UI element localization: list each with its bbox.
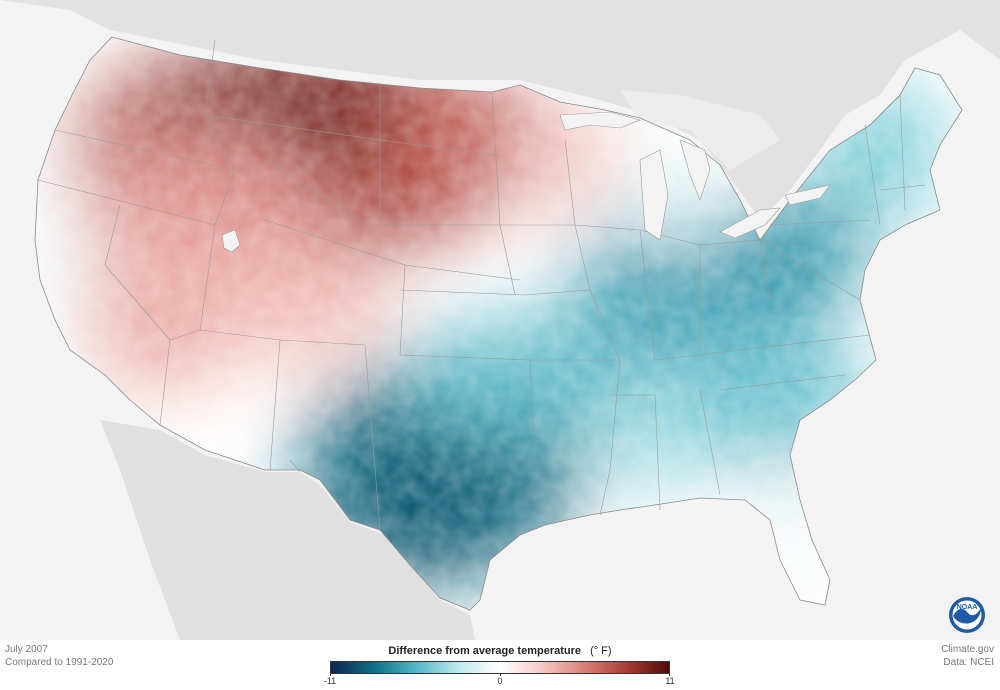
canada-landmass [0, 0, 1000, 220]
great-lakes [221, 111, 831, 253]
legend-tick-mark [330, 673, 331, 676]
legend-tick-label: 11 [665, 676, 675, 686]
legend-title: Difference from average temperature (° F… [330, 645, 670, 657]
map-footer: July 2007 Compared to 1991-2020 Differen… [0, 640, 1000, 690]
temperature-anomaly-map: NOAA [0, 0, 1000, 640]
period-month: July 2007 [5, 644, 48, 655]
legend-unit: (° F) [590, 645, 612, 657]
legend-tick-label: 0 [497, 676, 503, 686]
noaa-logo-text: NOAA [957, 604, 978, 611]
state-borders [37, 39, 926, 531]
credit-data: Data: NCEI [943, 657, 994, 668]
period-label: July 2007 Compared to 1991-2020 [5, 643, 113, 669]
noaa-logo: NOAA [949, 597, 985, 633]
credit-site: Climate.gov [941, 644, 994, 655]
mexico-landmass [100, 420, 475, 640]
legend-title-text: Difference from average temperature [388, 645, 581, 657]
baseline-label: Compared to 1991-2020 [5, 657, 114, 668]
legend-tick-mark [669, 673, 670, 676]
map-canvas: NOAA [0, 0, 1000, 640]
legend-tick-mark [500, 673, 501, 676]
legend-tick-label: -11 [323, 676, 337, 686]
credits: Climate.gov Data: NCEI [941, 643, 994, 669]
